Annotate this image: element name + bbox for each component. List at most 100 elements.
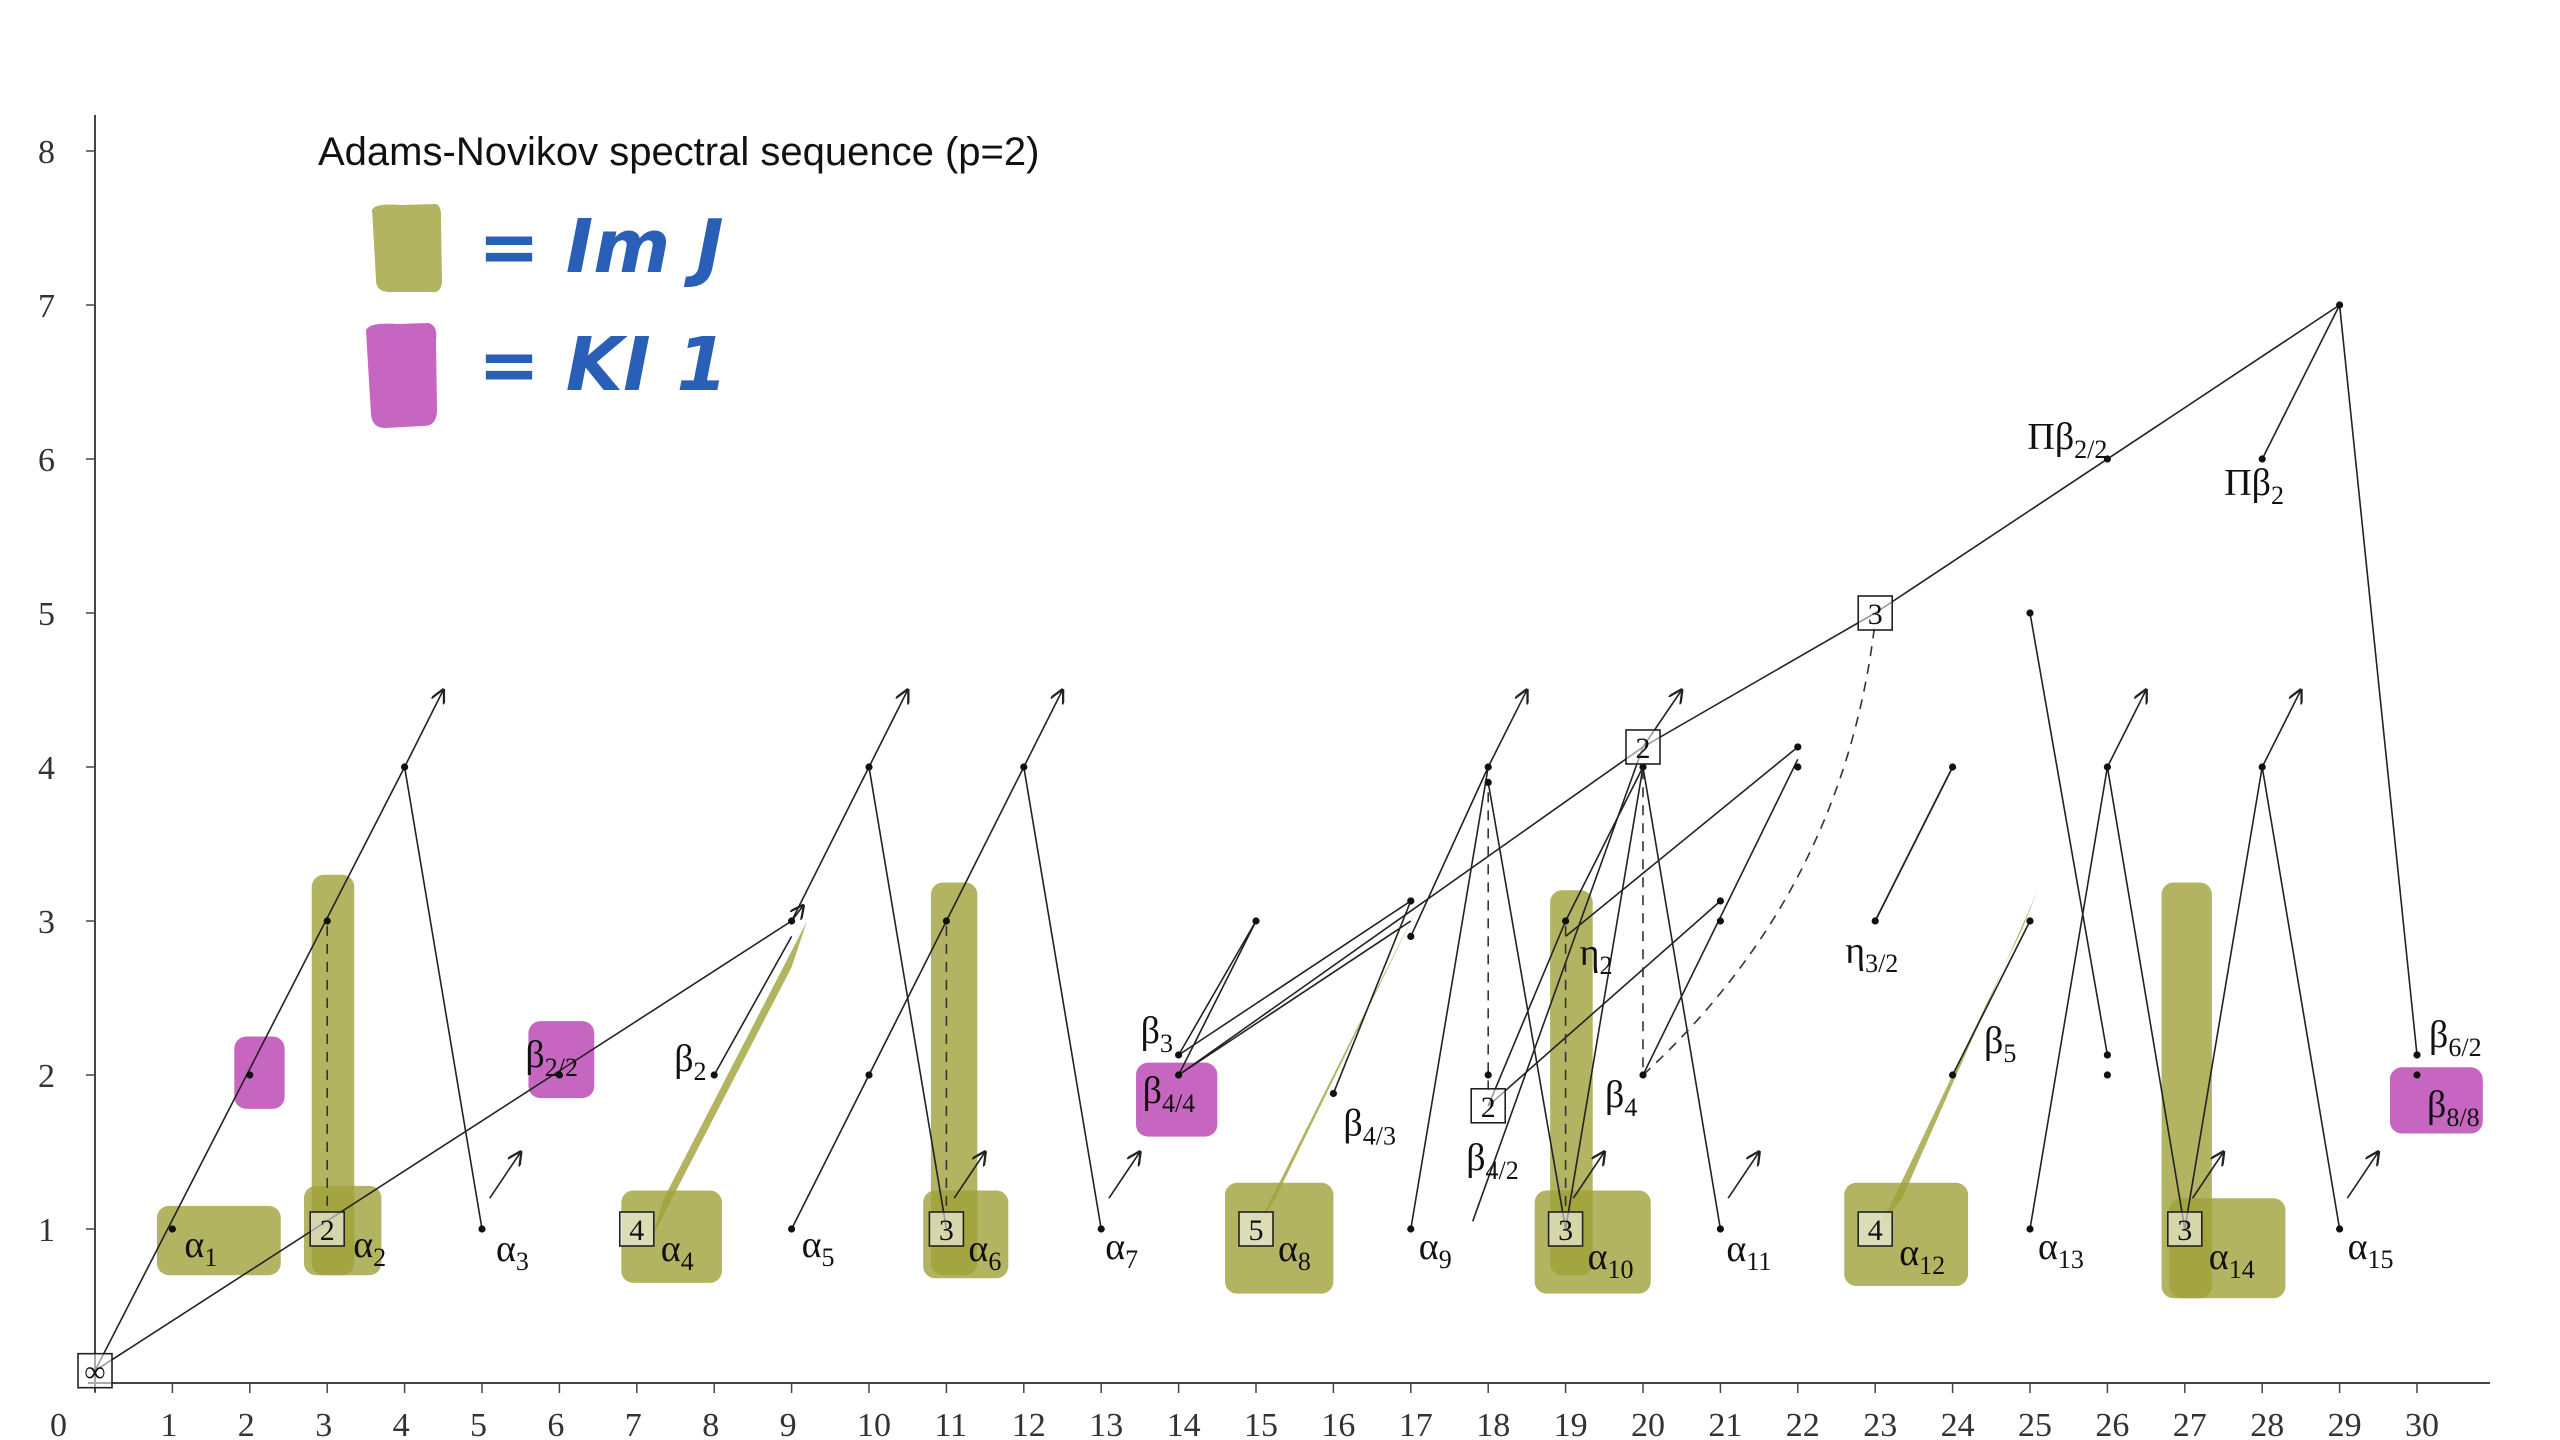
imj-alpha1 <box>156 1205 281 1276</box>
generator-label-subscript: 11 <box>1746 1247 1771 1276</box>
generator-label-subscript: 14 <box>2229 1255 2255 1284</box>
x-tick-label: 7 <box>625 1407 642 1440</box>
generator-label: α15 <box>2348 1226 2394 1274</box>
differential-line <box>1178 900 1412 1056</box>
generator-dot <box>2103 763 2111 771</box>
multiplicity-box-label: 2 <box>1636 732 1651 765</box>
differential-line <box>1177 920 1257 1076</box>
multiplicity-box-frame <box>2167 1211 2203 1247</box>
y-tick-label: 1 <box>38 1212 55 1249</box>
generator-dot <box>1097 1225 1105 1233</box>
differential-line <box>1410 766 1489 937</box>
generator-label: α1 <box>184 1224 217 1272</box>
imj-alpha14-column <box>2161 882 2212 1299</box>
differential-line <box>1487 920 1567 1107</box>
x-tick-label: 27 <box>2173 1407 2207 1440</box>
x-tick-label: 30 <box>2405 1407 2439 1440</box>
y-tick-label: 2 <box>38 1058 55 1095</box>
differential-line <box>403 766 483 1230</box>
generator-label-subscript: 4 <box>681 1247 694 1276</box>
x-tick-label: 17 <box>1399 1407 1433 1440</box>
generator-label: α14 <box>2209 1236 2255 1284</box>
generator-label: β4 <box>1605 1074 1637 1122</box>
generator-label-subscript: 2/2 <box>545 1053 578 1082</box>
x-tick-label: 28 <box>2250 1407 2284 1440</box>
x-tick-label: 24 <box>1941 1407 1975 1440</box>
multiplicity-box-frame <box>1547 1211 1584 1247</box>
generator-label-base: β <box>1984 1020 2003 1062</box>
differential-line <box>1178 920 1412 1076</box>
x-tick-label: 22 <box>1786 1407 1820 1440</box>
arrow-line <box>2106 690 2146 768</box>
generator-label-base: α <box>353 1224 373 1266</box>
x-tick-label: 8 <box>702 1407 719 1440</box>
generator-dot <box>1949 763 1957 771</box>
generator-label: η3/2 <box>1845 930 1898 978</box>
imj-alpha10-column <box>1550 890 1593 1276</box>
legend-imj-label: = Im J <box>478 204 724 290</box>
generator-label-subscript: 2/2 <box>2074 435 2107 464</box>
x-tick-label: 6 <box>547 1407 564 1440</box>
differential-line <box>2338 304 2418 1056</box>
legend-ki1-swatch <box>366 323 437 428</box>
multiplicity-box-label: 3 <box>1868 598 1883 631</box>
diagram-title: Adams-Novikov spectral sequence (p=2) <box>318 130 1039 174</box>
generator-label-subscript: 8/8 <box>2446 1103 2479 1132</box>
generator-dot <box>1639 1071 1647 1079</box>
generator-dot <box>1175 1051 1183 1059</box>
differential-line <box>1332 900 1412 1094</box>
generator-dot <box>2413 1051 2421 1059</box>
differential-line <box>1471 746 1644 1222</box>
generator-label: α9 <box>1419 1226 1452 1274</box>
legend-ki1: = KI 1 <box>366 322 728 428</box>
generator-label: α4 <box>661 1228 694 1276</box>
generator-label: α6 <box>968 1228 1001 1276</box>
imj-alpha4-tail <box>652 921 808 1237</box>
y-tick-label: 7 <box>38 288 55 325</box>
multiplicity-box-frame <box>618 1211 655 1247</box>
multiplicity-box-frame <box>1857 595 1893 631</box>
generator-dot <box>1407 1225 1415 1233</box>
generator-dot <box>2026 917 2034 925</box>
differential-line <box>1642 766 1722 1230</box>
generator-label-base: η <box>1845 930 1865 972</box>
generator-dot <box>1716 917 1724 925</box>
differential-line <box>1178 746 1644 1076</box>
y-tick-label: 8 <box>38 134 55 171</box>
differential-line <box>1023 766 1102 1230</box>
generator-label: α11 <box>1726 1228 1771 1276</box>
generator-dot <box>555 1071 564 1079</box>
generator-label-subscript: 9 <box>1439 1245 1452 1274</box>
generator-dot <box>710 1071 718 1079</box>
generator-label: β5 <box>1984 1020 2016 1068</box>
box-layer: ∞ 2 4 3 5 3 4 3 2 2 3 <box>77 595 2203 1389</box>
generator-label: β4/3 <box>1343 1102 1396 1150</box>
x-tick-label: 3 <box>315 1407 332 1440</box>
generator-dot <box>323 917 331 925</box>
generator-label-base: β <box>1143 1070 1162 1112</box>
dashed-curve <box>1642 620 1876 1076</box>
y-tick-label: 3 <box>38 904 55 941</box>
generator-label-base: β <box>674 1038 693 1080</box>
generator-dot <box>1484 763 1492 771</box>
differential-line <box>94 920 793 1372</box>
generator-label-subscript: 8 <box>1298 1247 1311 1276</box>
x-tick-label: 5 <box>470 1407 487 1440</box>
generator-dot <box>865 1071 873 1079</box>
generator-dot <box>1407 932 1415 941</box>
ki1-beta44 <box>1136 1062 1218 1137</box>
differential-line <box>1565 746 1799 938</box>
generator-label-subscript: 7 <box>1125 1245 1138 1274</box>
arrow-line <box>1108 1152 1140 1199</box>
x-tick-label: 16 <box>1321 1407 1355 1440</box>
generator-label-base: α <box>661 1228 681 1270</box>
generator-dot <box>1949 1071 1957 1079</box>
generator-dot <box>1871 917 1879 925</box>
multiplicity-box-frame <box>1238 1211 1274 1247</box>
x-tick-label: 18 <box>1476 1407 1510 1440</box>
y-tick-label: 4 <box>38 750 55 787</box>
x-tick-label: 26 <box>2095 1407 2129 1440</box>
generator-dot <box>478 1225 486 1233</box>
generator-dot <box>2336 301 2344 309</box>
generator-label-base: α <box>1726 1228 1746 1270</box>
